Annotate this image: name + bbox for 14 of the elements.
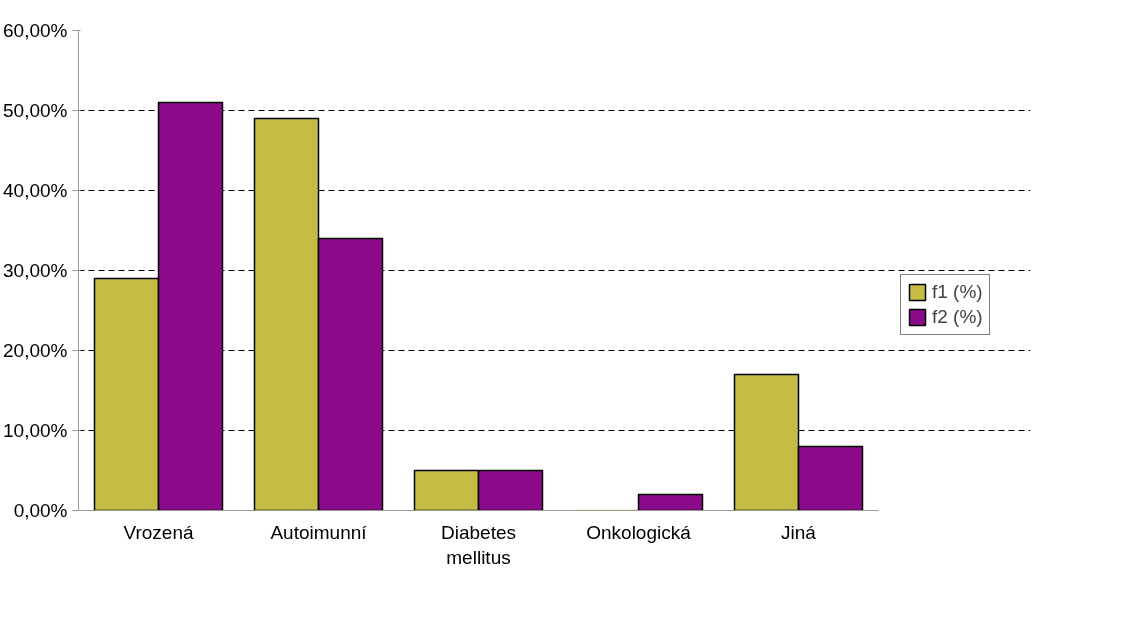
y-tick-label: 40,00% [3,180,68,201]
x-tick-label: Autoimunní [270,521,368,543]
legend-label: f2 (%) [932,306,983,328]
x-tick-label: Vrozená [123,521,194,543]
y-tick-label: 10,00% [3,420,68,441]
legend-label: f1 (%) [932,281,983,303]
y-tick-label: 50,00% [3,100,68,121]
x-tick-label: Diabetes mellitus [441,521,517,568]
y-tick-label: 20,00% [3,340,68,361]
y-tick-label: 30,00% [3,260,68,281]
x-tick-label: Jiná [781,521,817,543]
y-tick-label: 60,00% [3,20,68,41]
y-tick-label: 0,00% [13,500,68,521]
x-tick-label: Onkologická [586,521,692,543]
